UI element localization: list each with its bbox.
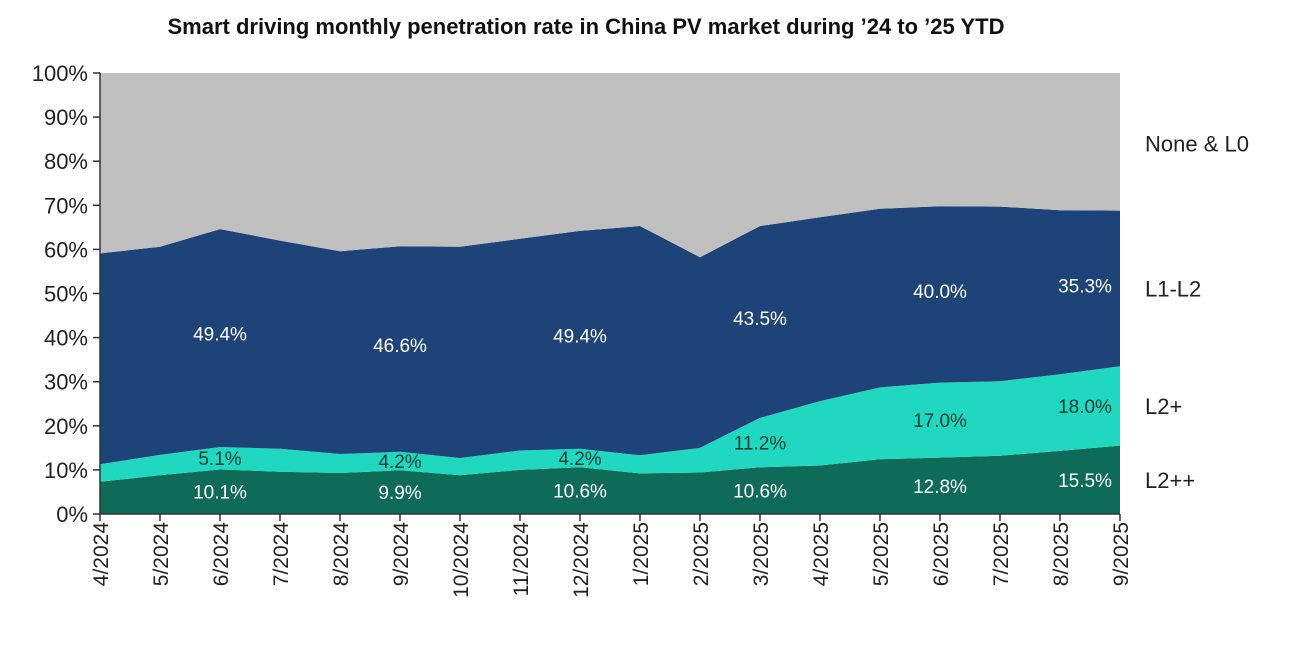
data-label: 5.1% [198,449,241,470]
data-label: 4.2% [378,452,421,473]
x-tick-label: 11/2024 [510,522,533,597]
legend-label-l2-: L2+ [1145,394,1182,419]
y-tick-label: 80% [44,149,88,174]
y-tick-label: 50% [44,282,88,307]
data-label: 12.8% [913,477,967,498]
y-tick-label: 0% [56,502,88,527]
x-tick-label: 8/2025 [1050,522,1073,586]
area-l2- [100,445,1120,514]
x-tick-label: 9/2025 [1110,522,1133,586]
area-none-l0 [100,73,1120,258]
x-tick-label: 3/2025 [750,522,773,586]
data-label: 17.0% [913,411,967,432]
data-label: 10.1% [193,483,247,504]
data-label: 35.3% [1058,276,1112,297]
y-tick-label: 100% [32,61,88,86]
x-tick-label: 1/2025 [630,522,653,586]
y-tick-label: 60% [44,237,88,262]
data-label: 15.5% [1058,471,1112,492]
y-tick-label: 20% [44,414,88,439]
x-tick-label: 8/2024 [330,522,353,587]
y-tick-label: 10% [44,458,88,483]
data-label: 49.4% [553,326,607,347]
data-label: 10.6% [733,482,787,503]
x-tick-label: 9/2024 [390,522,413,587]
y-tick-label: 40% [44,326,88,351]
area-l1-l2 [100,206,1120,465]
chart-title: Smart driving monthly penetration rate i… [167,14,1005,39]
x-tick-label: 7/2024 [270,522,293,587]
data-label: 11.2% [734,434,787,455]
x-tick-label: 10/2024 [450,522,473,598]
data-label: 10.6% [553,482,607,503]
x-tick-label: 4/2025 [810,522,833,586]
data-label: 18.0% [1058,397,1112,418]
data-label: 46.6% [373,336,427,357]
area-l2- [100,366,1120,482]
x-tick-label: 5/2024 [150,522,173,587]
x-tick-label: 7/2025 [990,522,1013,586]
x-tick-label: 2/2025 [690,522,713,586]
data-label: 49.4% [193,325,247,346]
legend-label-l2-: L2++ [1145,468,1195,493]
y-tick-label: 90% [44,105,88,130]
data-label: 43.5% [733,309,787,330]
x-tick-label: 6/2024 [210,522,233,587]
legend-label-none-l0: None & L0 [1145,132,1249,157]
y-tick-label: 30% [44,370,88,395]
y-tick-label: 70% [44,193,88,218]
data-label: 4.2% [558,449,601,470]
data-label: 9.9% [378,483,421,504]
x-tick-label: 6/2025 [930,522,953,586]
data-label: 40.0% [913,282,967,303]
x-tick-label: 4/2024 [90,522,113,587]
legend-label-l1-l2: L1-L2 [1145,276,1201,301]
x-tick-label: 12/2024 [570,522,593,598]
x-tick-label: 5/2025 [870,522,893,586]
